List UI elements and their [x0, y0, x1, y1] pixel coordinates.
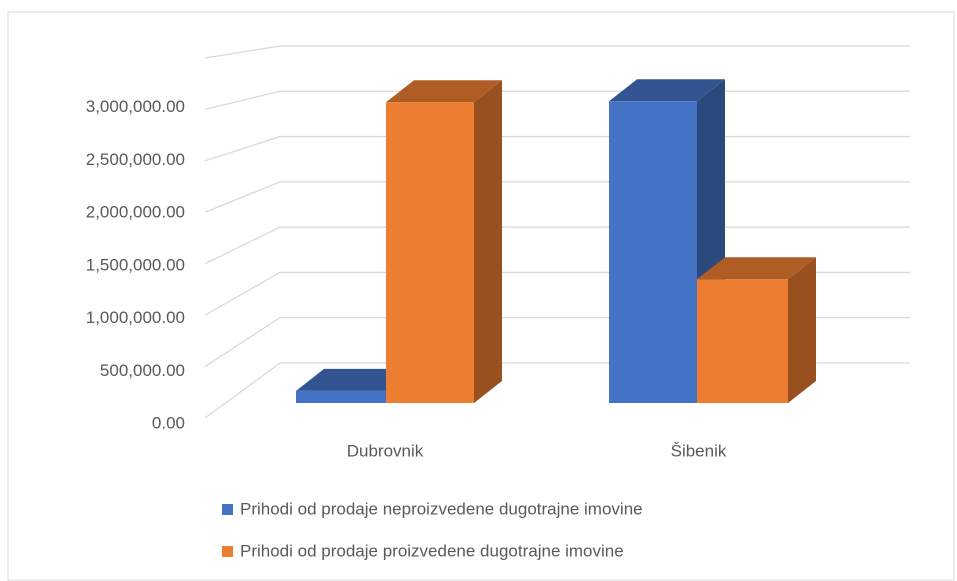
x-tick-label: Dubrovnik	[347, 441, 424, 460]
legend-label: Prihodi od prodaje neproizvedene dugotra…	[240, 499, 643, 518]
y-tick-label: 500,000.00	[100, 361, 185, 380]
bar-top	[697, 257, 816, 280]
grid-line	[204, 45, 910, 59]
bar	[697, 279, 788, 403]
bar	[386, 102, 474, 403]
legend-label: Prihodi od prodaje proizvedene dugotrajn…	[240, 541, 624, 560]
bar-top	[386, 80, 502, 103]
bar-side	[788, 257, 816, 403]
y-tick-label: 1,000,000.00	[86, 308, 185, 327]
y-tick-label: 1,500,000.00	[86, 255, 185, 274]
x-tick-label: Šibenik	[671, 441, 727, 460]
y-tick-label: 2,500,000.00	[86, 150, 185, 169]
legend-swatch	[222, 504, 233, 515]
bar-side	[474, 80, 502, 403]
legend-swatch	[222, 546, 233, 557]
bar	[609, 101, 697, 404]
bar-top	[609, 79, 725, 102]
bar-top	[296, 368, 414, 391]
y-tick-label: 0.00	[152, 413, 185, 432]
y-tick-label: 3,000,000.00	[86, 97, 185, 116]
bar	[296, 390, 386, 403]
y-tick-label: 2,000,000.00	[86, 203, 185, 222]
